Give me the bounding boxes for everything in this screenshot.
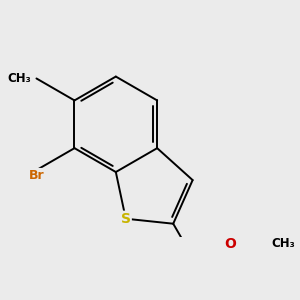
Text: Br: Br: [28, 169, 44, 182]
Text: S: S: [121, 212, 131, 226]
Text: CH₃: CH₃: [8, 72, 31, 85]
Text: CH₃: CH₃: [272, 237, 296, 250]
Text: O: O: [225, 237, 236, 250]
